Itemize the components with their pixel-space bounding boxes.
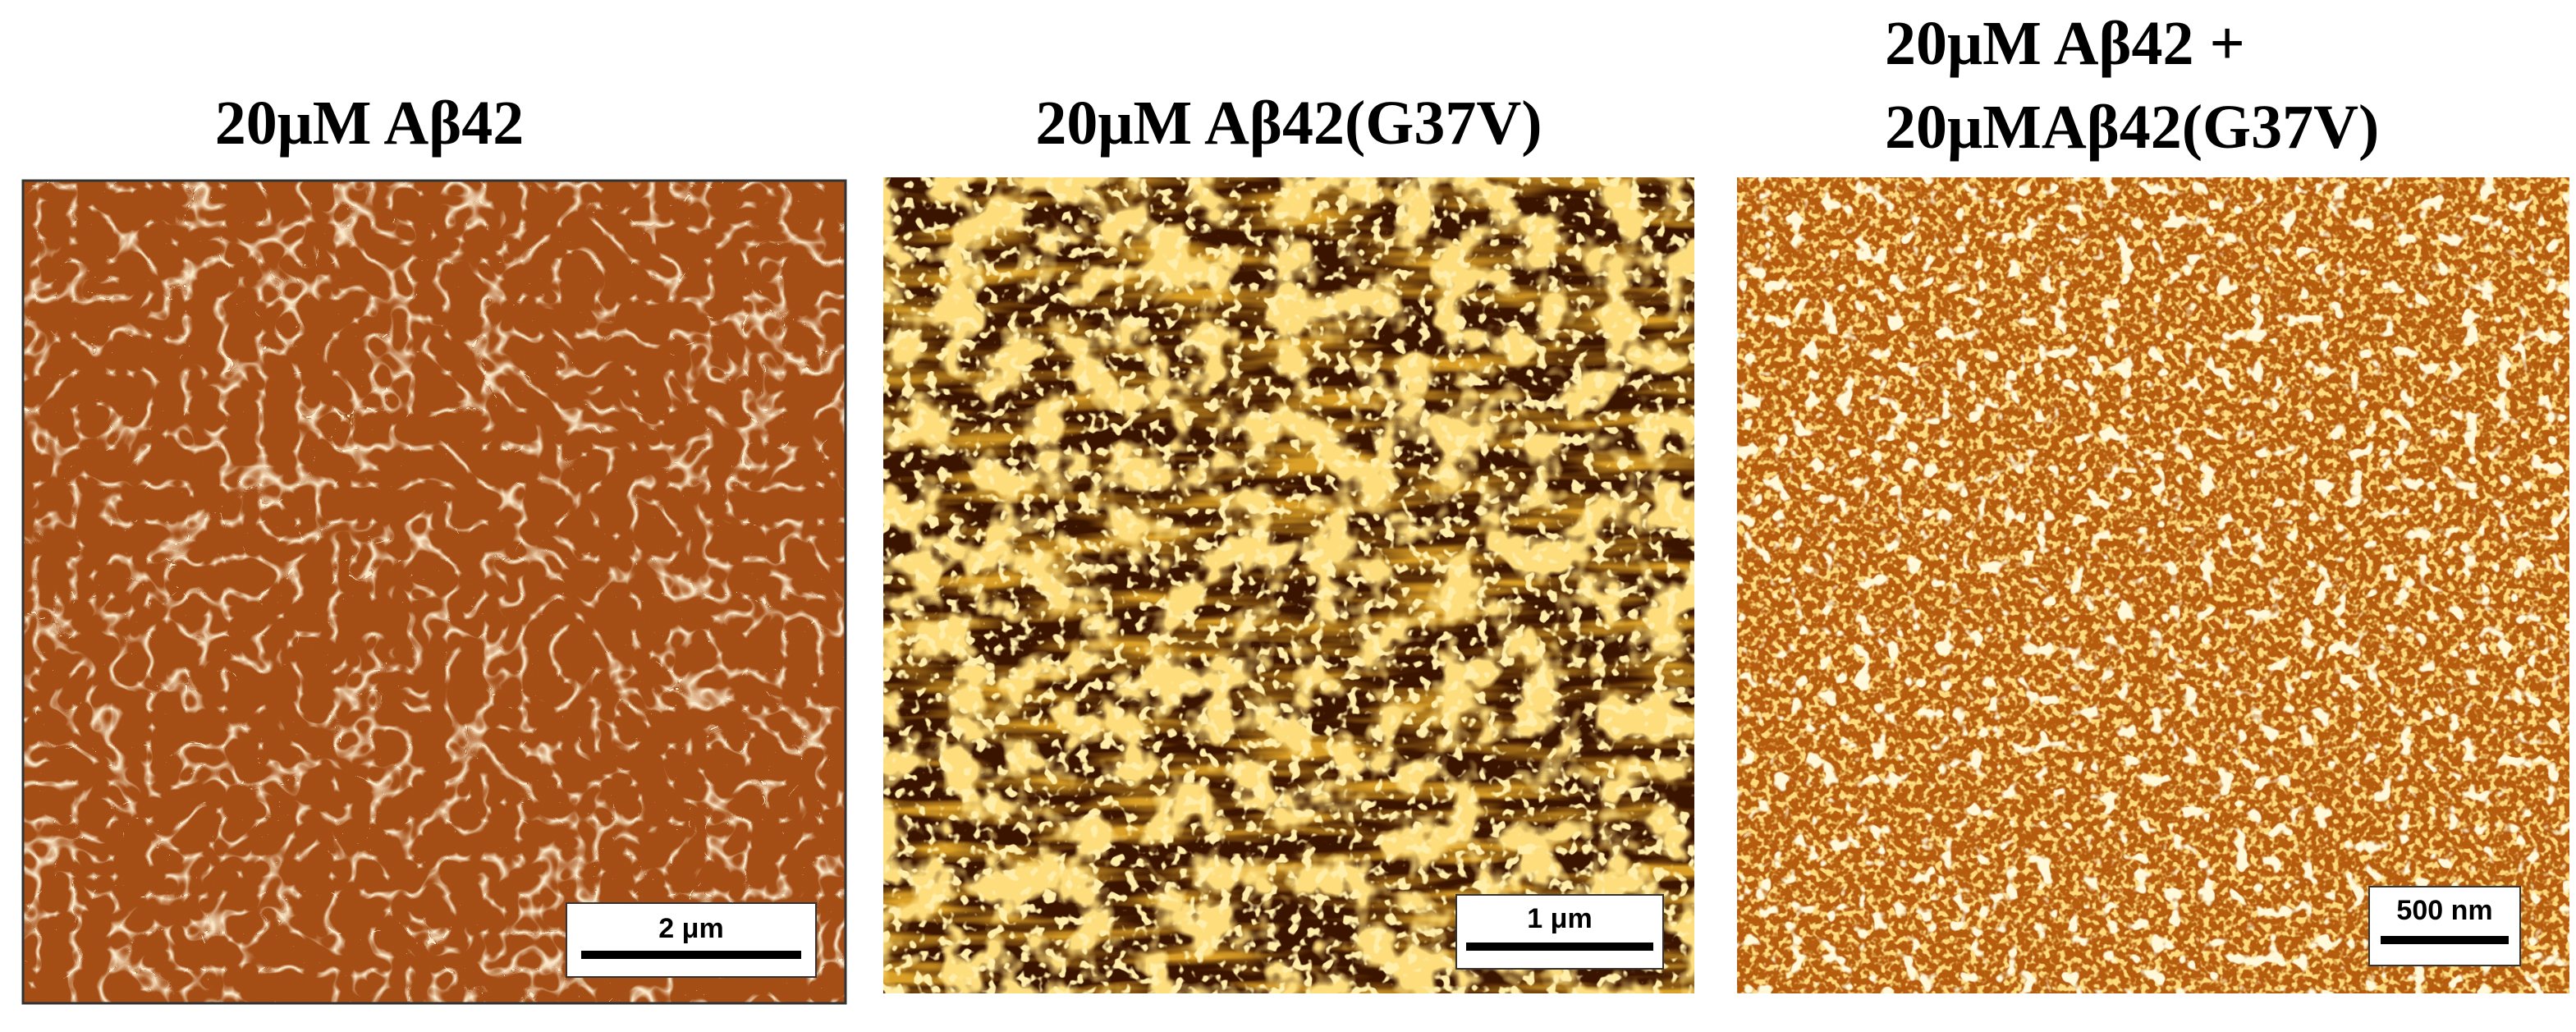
scale-bar-box — [2368, 886, 2521, 966]
scale-bar-label: 2 μm — [658, 913, 723, 944]
scale-bar — [581, 951, 801, 959]
scale-bar — [1466, 943, 1653, 951]
panel-title: 20μM Aβ42 + — [1885, 9, 2245, 78]
afm-texture — [23, 181, 846, 1003]
afm-panel-2: 1 μm — [883, 177, 1694, 993]
scale-bar-box — [566, 902, 817, 978]
afm-panel-1: 2 μm — [21, 179, 847, 1005]
afm-texture — [1737, 177, 2569, 993]
panel-title: 20μM Aβ42 — [215, 89, 525, 158]
scale-bar — [2381, 936, 2509, 944]
panel-title: 20μM Aβ42(G37V) — [1035, 89, 1542, 158]
afm-texture — [883, 177, 1694, 993]
scale-bar-label: 1 μm — [1527, 903, 1592, 934]
panel-title: 20μMAβ42(G37V) — [1885, 93, 2379, 162]
afm-panel-3: 500 nm — [1737, 177, 2569, 993]
scale-bar-box — [1455, 894, 1664, 970]
scale-bar-label: 500 nm — [2396, 895, 2492, 926]
panel-border — [21, 179, 847, 1005]
